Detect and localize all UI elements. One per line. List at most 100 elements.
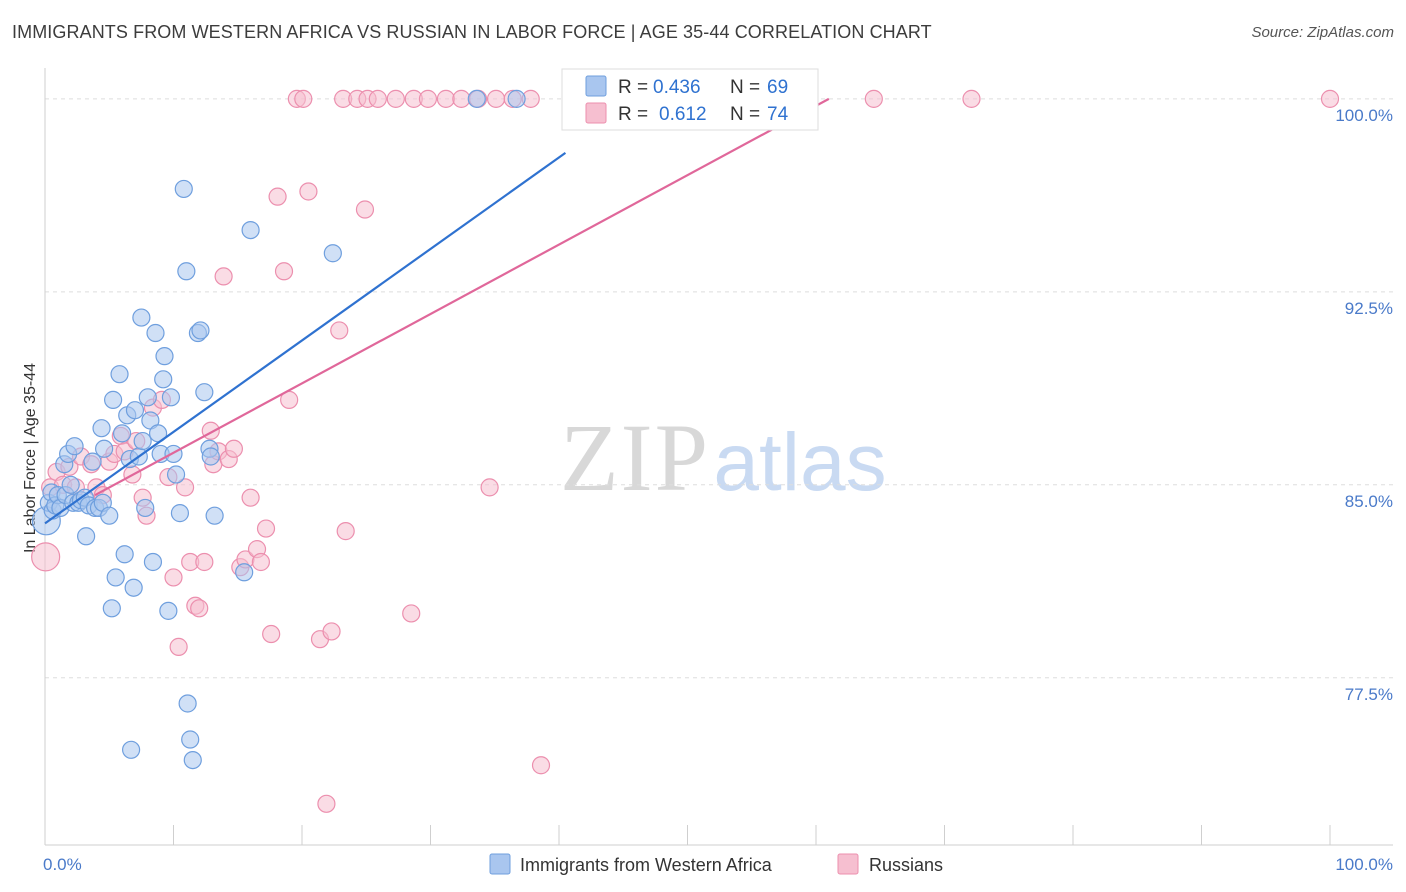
x-tick-label-left: 0.0% [43, 855, 82, 874]
russians-point [214, 267, 233, 286]
x-tick-labels: 0.0% 100.0% [43, 855, 1393, 874]
western-africa-point [136, 498, 155, 518]
russians-point [164, 568, 183, 587]
western-africa-point [138, 388, 157, 407]
russians-point [294, 89, 313, 108]
zipatlas-watermark: ZIP atlas [560, 404, 887, 511]
series-legend: Immigrants from Western Africa Russians [489, 853, 943, 875]
western-africa-point [106, 568, 125, 587]
russians-point [195, 552, 214, 572]
russians-point [436, 89, 456, 108]
chart-title: IMMIGRANTS FROM WESTERN AFRICA VS RUSSIA… [12, 22, 932, 42]
russians-point [256, 519, 276, 538]
series-legend-label-pink: Russians [869, 855, 943, 875]
western-africa-point [177, 262, 196, 281]
y-axis-label: In Labor Force | Age 35-44 [22, 363, 39, 553]
russians-point [531, 756, 551, 775]
western-africa-point [170, 504, 190, 523]
trendlines [44, 97, 830, 525]
legend-r-label-pink: R = [618, 104, 648, 125]
russians-point [268, 187, 287, 206]
russians-point [175, 478, 195, 497]
western-africa-point [201, 447, 220, 466]
russians-point [1320, 89, 1340, 108]
y-tick-label: 92.5% [1345, 299, 1393, 318]
western-africa-point [102, 599, 121, 618]
series-legend-label-blue: Immigrants from Western Africa [520, 855, 773, 875]
western-africa-point [174, 179, 193, 199]
russians-point [480, 478, 499, 497]
legend-n-value-pink: 74 [767, 104, 789, 125]
western-africa-point [181, 730, 200, 749]
russians-point [299, 182, 318, 201]
western-africa-point [507, 89, 526, 108]
source-credit: Source: ZipAtlas.com [1251, 24, 1394, 41]
legend-r-label-blue: R = [618, 77, 648, 98]
western-africa-point [143, 552, 163, 572]
russians-point [31, 542, 61, 572]
y-tick-labels: 100.0% 92.5% 85.0% 77.5% [1335, 106, 1393, 704]
legend-n-label-pink: N = [730, 104, 760, 125]
western-africa-point [241, 220, 260, 240]
russians-point [386, 89, 405, 108]
western-africa-point [155, 347, 174, 366]
western-africa-point [161, 388, 181, 407]
russians-trendline [94, 97, 830, 497]
russians-point [224, 439, 243, 458]
russians-point [317, 794, 336, 813]
legend-n-label-blue: N = [730, 77, 760, 98]
russians-point [486, 89, 506, 108]
russians-point [169, 637, 188, 656]
legend-swatch-blue [585, 75, 607, 97]
legend-r-value-blue: 0.436 [653, 77, 701, 98]
western-africa-point [146, 323, 165, 343]
western-africa-point [61, 475, 80, 494]
western-africa-point [121, 740, 141, 759]
russians-point [241, 488, 260, 507]
western-africa-point [183, 750, 202, 770]
russians-point [330, 321, 349, 340]
western-africa-point [323, 244, 342, 263]
western-africa-point [95, 439, 114, 458]
western-africa-point [166, 465, 186, 484]
correlation-legend: R = 0.436 N = 69 R = 0.612 N = 74 [561, 68, 819, 131]
western-africa-point [83, 452, 102, 471]
russians-point [368, 89, 387, 108]
axes [44, 68, 1393, 846]
y-tick-label: 77.5% [1345, 685, 1393, 704]
watermark-atlas: atlas [713, 417, 886, 508]
western-africa-point [77, 527, 96, 546]
western-africa-point [110, 365, 129, 384]
western-africa-point [124, 578, 143, 597]
gridlines [45, 98, 1393, 679]
western-africa-point [125, 401, 145, 420]
russians-point [322, 622, 341, 641]
series-legend-swatch-blue [489, 853, 511, 875]
western-africa-point [133, 431, 152, 451]
western-africa-point [92, 419, 111, 438]
russians-point [274, 262, 294, 281]
watermark-zip: ZIP [560, 404, 710, 511]
russians-point [452, 89, 471, 108]
western-africa-point [205, 506, 224, 525]
western-africa-point [235, 563, 254, 582]
western-africa-point [132, 308, 151, 327]
russians-point [336, 522, 355, 541]
series-legend-swatch-pink [837, 853, 859, 875]
western-africa-point [195, 383, 214, 402]
russians-point [355, 200, 375, 219]
western-africa-trendline [44, 152, 567, 525]
legend-r-value-pink: 0.612 [659, 104, 707, 125]
russians-point [262, 624, 281, 644]
western-africa-point [115, 545, 134, 564]
russians-point [418, 89, 438, 108]
russians-point [190, 599, 209, 618]
y-tick-label: 85.0% [1345, 492, 1393, 511]
western-africa-point [178, 694, 197, 713]
russians-point [962, 89, 981, 108]
western-africa-point [191, 321, 210, 340]
western-africa-point [65, 437, 84, 456]
russians-point [864, 89, 883, 108]
western-africa-point [159, 601, 178, 620]
